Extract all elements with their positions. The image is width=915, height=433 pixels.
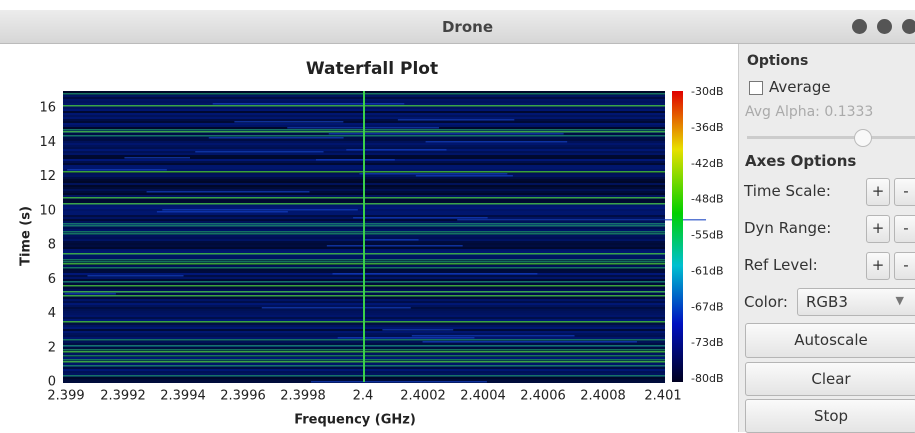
y-tick-label: 16 — [39, 101, 56, 116]
noise-segment — [426, 141, 568, 143]
x-tick-label: 2.4002 — [400, 389, 446, 404]
average-label: Average — [769, 78, 831, 96]
minus-button[interactable]: - — [894, 252, 915, 280]
minus-button[interactable]: - — [894, 178, 915, 206]
x-tick-label: 2.3992 — [100, 389, 146, 404]
waterfall-plot: Waterfall Plot Frequency (GHz) Time (s) … — [0, 44, 738, 432]
noise-segment — [416, 175, 513, 177]
plus-button[interactable]: + — [866, 178, 890, 206]
colorbar-label: -67dB — [691, 300, 724, 313]
color-dropdown[interactable]: RGB3▼ — [797, 288, 915, 316]
x-tick-label: 2.4006 — [520, 389, 566, 404]
noise-segment — [316, 159, 395, 161]
noise-segment — [457, 219, 706, 221]
y-tick-label: 10 — [39, 203, 56, 218]
noise-segment — [359, 173, 507, 175]
noise-segment — [262, 307, 411, 309]
minimize-button[interactable] — [852, 19, 867, 34]
noise-segment — [124, 157, 190, 159]
autoscale-button[interactable]: Autoscale — [745, 323, 915, 358]
noise-segment — [147, 191, 310, 193]
avg-alpha-label: Avg Alpha: 0.1333 — [745, 104, 873, 120]
noise-segment — [423, 341, 637, 343]
x-axis-label: Frequency (GHz) — [294, 413, 416, 428]
x-tick-label: 2.4008 — [580, 389, 626, 404]
axis-option-label: Time Scale: — [744, 182, 831, 200]
slider-track[interactable] — [747, 136, 915, 139]
colorbar-label: -61dB — [691, 264, 724, 277]
noise-segment — [157, 211, 288, 213]
colorbar-label: -36dB — [691, 121, 724, 134]
noise-segment — [67, 169, 167, 171]
average-checkbox[interactable] — [749, 81, 763, 95]
y-tick-label: 8 — [48, 238, 56, 253]
noise-segment — [162, 209, 358, 211]
noise-segment — [234, 121, 343, 123]
stop-button[interactable]: Stop — [745, 399, 915, 433]
x-tick-label: 2.399 — [47, 389, 84, 404]
noise-segment — [353, 217, 488, 219]
noise-segment — [363, 239, 418, 241]
y-tick-label: 14 — [39, 135, 56, 150]
y-tick-label: 6 — [48, 272, 56, 287]
noise-segment — [195, 151, 323, 153]
slider-handle[interactable] — [854, 129, 872, 147]
colorbar — [672, 91, 683, 382]
noise-segment — [87, 275, 183, 277]
axes-options-title: Axes Options — [745, 152, 856, 170]
y-tick-label: 0 — [48, 375, 56, 390]
x-tick-label: 2.4004 — [460, 389, 506, 404]
window-title: Drone — [0, 18, 915, 36]
colorbar-label: -73dB — [691, 336, 724, 349]
plus-button[interactable]: + — [866, 215, 890, 243]
colorbar-label: -48dB — [691, 193, 724, 206]
colorbar-label: -80dB — [691, 372, 724, 385]
x-tick-label: 2.3996 — [220, 389, 266, 404]
y-axis-label: Time (s) — [19, 206, 34, 266]
y-tick-label: 4 — [48, 306, 56, 321]
carrier-line — [363, 91, 365, 382]
axis-option-label: Dyn Range: — [744, 219, 831, 237]
title-bar: Drone — [0, 10, 915, 44]
colorbar-label: -30dB — [691, 85, 724, 98]
noise-segment — [311, 381, 487, 383]
noise-segment — [338, 337, 475, 339]
color-value: RGB3 — [806, 293, 848, 311]
clear-button[interactable]: Clear — [745, 362, 915, 396]
noise-segment — [327, 245, 463, 247]
colorbar-label: -42dB — [691, 157, 724, 170]
minus-button[interactable]: - — [894, 215, 915, 243]
noise-segment — [209, 137, 344, 139]
options-title: Options — [747, 53, 808, 69]
color-label: Color: — [744, 293, 788, 311]
y-tick-label: 12 — [39, 169, 56, 184]
noise-segment — [65, 293, 116, 295]
x-tick-label: 2.4 — [353, 389, 374, 404]
plot-title: Waterfall Plot — [306, 59, 438, 79]
axis-option-label: Ref Level: — [744, 256, 818, 274]
noise-segment — [346, 149, 446, 151]
x-tick-label: 2.3994 — [160, 389, 206, 404]
noise-segment — [213, 103, 405, 105]
noise-segment — [398, 119, 514, 121]
x-tick-label: 2.3998 — [280, 389, 326, 404]
noise-segment — [382, 329, 453, 331]
noise-segment — [412, 335, 575, 337]
plus-button[interactable]: + — [866, 252, 890, 280]
maximize-button[interactable] — [877, 19, 892, 34]
close-button[interactable] — [902, 19, 915, 34]
x-tick-label: 2.401 — [644, 389, 681, 404]
page: Drone Waterfall Plot Frequency (GHz) Tim… — [0, 0, 915, 432]
options-panel: Options Average Avg Alpha: 0.1333 Axes O… — [738, 44, 915, 432]
y-tick-label: 2 — [48, 340, 56, 355]
colorbar-label: -55dB — [691, 229, 724, 242]
